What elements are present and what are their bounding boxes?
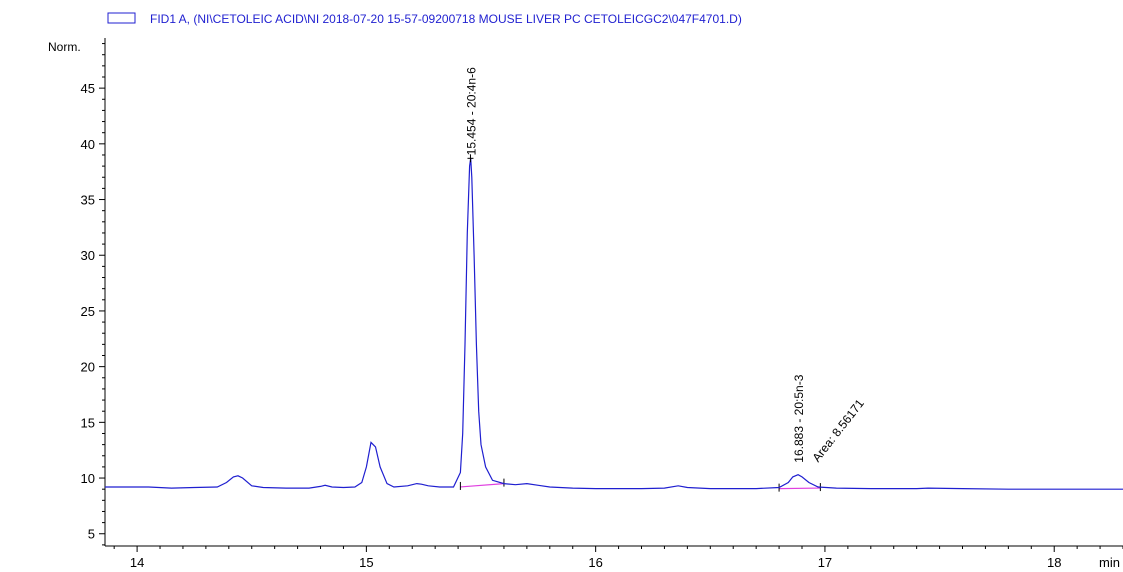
y-tick-label: 40	[81, 137, 95, 152]
peak-label: 16.883 - 20:5n-3	[792, 374, 806, 462]
chromatogram-trace	[105, 158, 1123, 490]
legend-label: FID1 A, (NI\CETOLEIC ACID\NI 2018-07-20 …	[150, 12, 742, 26]
peak-annotations: 15.454 - 20:4n-6 16.883 - 20:5n-3 Area: 8.…	[464, 67, 867, 465]
area-label: Area: 8.56171	[809, 396, 867, 464]
axis-ticks: 5 10 15 20 25 30 35 40 45 14 15 16 17 18	[81, 43, 1123, 570]
y-tick-label: 45	[81, 81, 95, 96]
y-tick-label: 35	[81, 193, 95, 208]
x-tick-label: 18	[1047, 555, 1061, 570]
x-tick-label: 16	[588, 555, 602, 570]
y-tick-label: 25	[81, 304, 95, 319]
legend-swatch	[107, 12, 136, 24]
peak-label: 15.454 - 20:4n-6	[464, 67, 478, 155]
y-axis-label: Norm.	[48, 40, 81, 54]
y-tick-label: 20	[81, 360, 95, 375]
x-axis-label: min	[1099, 555, 1120, 570]
x-tick-label: 17	[818, 555, 832, 570]
y-tick-label: 15	[81, 415, 95, 430]
x-tick-label: 14	[130, 555, 144, 570]
y-tick-label: 5	[88, 527, 95, 542]
x-tick-label: 15	[359, 555, 373, 570]
y-tick-label: 30	[81, 248, 95, 263]
peak-baseline	[460, 483, 504, 488]
y-tick-label: 10	[81, 471, 95, 486]
peak-baseline	[779, 487, 821, 490]
